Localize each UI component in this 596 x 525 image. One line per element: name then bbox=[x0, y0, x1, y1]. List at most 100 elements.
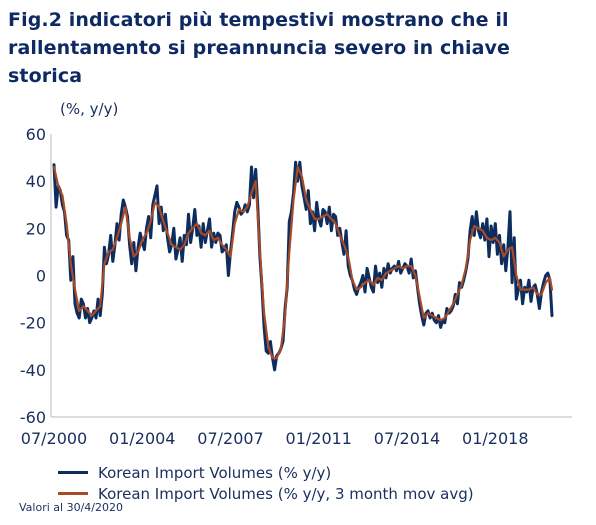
legend-item: Korean Import Volumes (% y/y) bbox=[58, 462, 474, 483]
data-point bbox=[200, 246, 202, 248]
series-line-moving-average bbox=[52, 165, 554, 360]
data-point bbox=[152, 204, 154, 206]
data-point bbox=[91, 315, 93, 317]
data-point bbox=[381, 279, 383, 281]
data-point bbox=[389, 270, 391, 272]
data-point bbox=[324, 211, 326, 213]
data-point bbox=[437, 315, 440, 317]
data-point bbox=[444, 317, 446, 319]
data-point bbox=[267, 352, 269, 354]
data-point bbox=[314, 230, 316, 232]
data-point bbox=[366, 267, 368, 269]
data-point bbox=[532, 286, 534, 288]
y-tick-label: -20 bbox=[20, 314, 46, 333]
data-point bbox=[320, 225, 322, 227]
data-point bbox=[461, 284, 463, 286]
data-point bbox=[204, 241, 206, 244]
data-point bbox=[204, 234, 206, 236]
data-point bbox=[353, 289, 356, 291]
data-point bbox=[423, 324, 425, 326]
data-point bbox=[87, 307, 89, 310]
data-point bbox=[89, 322, 91, 324]
data-point bbox=[103, 246, 105, 248]
data-point bbox=[398, 260, 400, 262]
data-point bbox=[488, 256, 490, 258]
x-tick-label: 01/2004 bbox=[109, 429, 175, 448]
x-tick-labels: 07/2000 01/2004 07/2007 01/2011 07/2014 01/20… bbox=[21, 429, 529, 448]
x-tick-label: 01/2018 bbox=[462, 429, 528, 448]
data-point bbox=[431, 312, 433, 314]
legend-item: Korean Import Volumes (% y/y, 3 month mo… bbox=[58, 483, 474, 504]
data-point bbox=[335, 223, 337, 225]
data-point bbox=[429, 317, 431, 319]
data-point bbox=[513, 237, 515, 239]
data-point bbox=[215, 241, 217, 244]
data-point bbox=[328, 206, 330, 208]
data-point bbox=[351, 279, 353, 281]
data-point bbox=[225, 249, 227, 251]
data-point bbox=[74, 289, 76, 291]
data-point bbox=[118, 239, 120, 241]
data-point bbox=[305, 208, 307, 211]
data-point bbox=[250, 192, 253, 194]
data-point bbox=[444, 322, 446, 324]
data-point bbox=[314, 218, 316, 220]
chart-title: Fig.2 indicatori più tempestivi mostrano… bbox=[8, 9, 510, 87]
data-point bbox=[517, 289, 520, 291]
data-point bbox=[450, 310, 452, 312]
data-point bbox=[74, 303, 76, 305]
data-point bbox=[135, 270, 137, 272]
data-point bbox=[364, 282, 366, 284]
data-point bbox=[332, 213, 335, 215]
data-point bbox=[242, 211, 244, 213]
data-point bbox=[53, 164, 55, 166]
data-point bbox=[143, 249, 145, 251]
data-point bbox=[206, 230, 208, 232]
data-point bbox=[456, 303, 458, 305]
data-point bbox=[385, 277, 387, 279]
data-point bbox=[335, 215, 337, 218]
data-point bbox=[183, 234, 185, 236]
data-point bbox=[526, 291, 528, 293]
data-point bbox=[372, 284, 374, 286]
data-point bbox=[202, 223, 204, 225]
data-point bbox=[492, 241, 494, 244]
data-point bbox=[236, 201, 238, 203]
data-point bbox=[200, 232, 202, 234]
data-point bbox=[253, 197, 255, 199]
y-axis-label: (%, y/y) bbox=[60, 100, 118, 118]
data-point bbox=[269, 340, 271, 343]
data-point bbox=[377, 282, 379, 284]
data-point bbox=[534, 284, 536, 286]
data-point bbox=[549, 277, 551, 279]
data-point bbox=[72, 256, 74, 258]
series-points bbox=[53, 166, 553, 359]
data-point bbox=[356, 289, 358, 291]
data-point bbox=[545, 282, 547, 284]
data-point bbox=[103, 263, 105, 265]
data-point bbox=[475, 211, 477, 213]
data-point bbox=[288, 220, 290, 222]
data-point bbox=[213, 232, 215, 234]
data-point bbox=[385, 272, 387, 274]
data-point bbox=[345, 230, 347, 232]
data-point bbox=[156, 185, 158, 187]
data-point bbox=[227, 274, 229, 277]
data-point bbox=[473, 234, 475, 236]
data-point bbox=[456, 293, 458, 295]
data-point bbox=[217, 232, 219, 234]
data-point bbox=[196, 234, 198, 236]
data-point bbox=[482, 223, 484, 225]
data-point bbox=[238, 206, 240, 208]
data-point bbox=[137, 246, 139, 248]
data-point bbox=[112, 260, 114, 262]
data-point bbox=[473, 225, 475, 227]
data-point bbox=[343, 253, 345, 255]
data-point bbox=[145, 232, 148, 234]
data-point bbox=[490, 225, 492, 227]
footnote: Valori al 30/4/2020 bbox=[19, 501, 123, 514]
data-point bbox=[427, 312, 429, 314]
data-point bbox=[505, 270, 507, 272]
data-point bbox=[221, 244, 223, 246]
data-point bbox=[309, 208, 311, 211]
